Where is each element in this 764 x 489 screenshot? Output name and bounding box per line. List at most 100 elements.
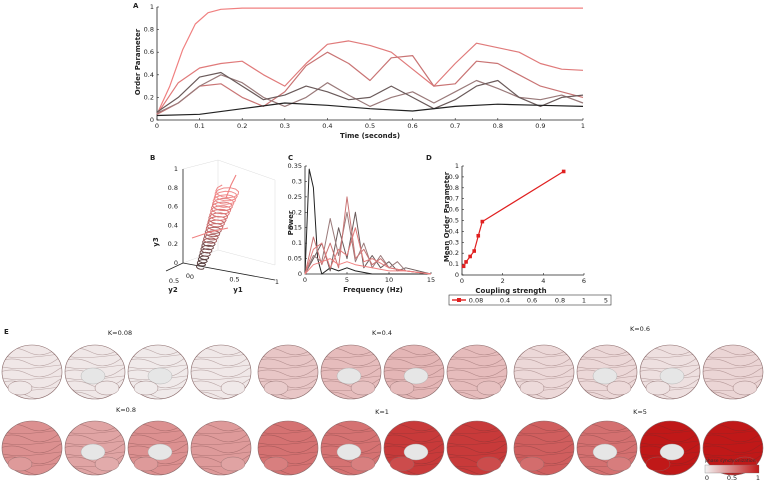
colorbar-tick: 1 <box>756 474 760 482</box>
sulcus-line <box>2 442 62 454</box>
temporal-lobe <box>220 380 246 396</box>
y1-axis <box>182 262 276 281</box>
panel-c: C 0 5 10 15 0 0.05 0.1 0.15 0.2 0.25 0.3 0.35 Frequ… <box>287 154 435 294</box>
axes-frame <box>461 166 584 276</box>
temporal-lobe <box>519 456 545 472</box>
medial-wall <box>336 443 362 461</box>
legend-item: 5 <box>604 297 608 305</box>
sulcus-line <box>577 375 637 381</box>
temporal-lobe <box>263 380 289 396</box>
temporal-lobe <box>94 456 120 472</box>
x-tick-label: 0.3 <box>280 122 290 130</box>
sulcus-line <box>191 375 251 381</box>
sulcus-line <box>258 355 318 367</box>
temporal-lobe <box>7 380 33 396</box>
y-tick-label: 0.1 <box>449 260 459 268</box>
sulcus-line <box>2 366 62 378</box>
temporal-lobe <box>645 380 671 396</box>
panel-d-plot: 0 2 4 6 0 0.1 0.2 0.3 0.4 0.5 0.6 0.7 0.8 0.9 1 <box>449 162 586 285</box>
sulcus-line <box>703 366 763 378</box>
sulcus-line <box>447 429 507 435</box>
sulcus-line <box>65 353 125 359</box>
colorbar-title: phase synchronization <box>705 458 756 464</box>
legend-item: 0.8 <box>555 297 565 305</box>
sulcus-line <box>191 355 251 367</box>
sulcus-line <box>321 355 381 367</box>
y-tick-label: 0.2 <box>292 208 302 216</box>
temporal-lobe <box>606 456 632 472</box>
y-tick-label: 0.3 <box>292 177 302 185</box>
sulcus-line <box>2 453 62 465</box>
panel-e: E K=0.08 K=0.4 K=0.6 K=0.8 K=1 K=5 phase sync… <box>1 325 764 482</box>
y-tick-label: 0.05 <box>288 255 302 263</box>
medial-wall <box>659 367 685 385</box>
sulcus-line <box>65 429 125 435</box>
sulcus-line <box>321 440 381 446</box>
temporal-lobe <box>389 380 415 396</box>
sulcus-line <box>191 431 251 443</box>
series-line <box>304 211 432 275</box>
medial-wall <box>403 443 429 461</box>
sulcus-line <box>65 440 125 446</box>
panel-d-xlabel: Coupling strength <box>475 287 546 295</box>
panel-a-letter: A <box>133 2 139 10</box>
y-tick-label: 0.6 <box>144 48 154 56</box>
sulcus-line <box>384 429 444 435</box>
sulcus-line <box>447 364 507 370</box>
sulcus-line <box>447 431 507 443</box>
k-label: K=1 <box>375 408 389 416</box>
medial-wall <box>592 443 618 461</box>
panel-b-zlabel: y2 <box>168 286 178 294</box>
panel-d-ylabel: Mean Order Parameter <box>443 171 451 262</box>
sulcus-line <box>65 355 125 367</box>
medial-wall <box>592 367 618 385</box>
sulcus-line <box>128 364 188 370</box>
x-tick-label: 0.9 <box>535 122 545 130</box>
series-line <box>304 258 432 275</box>
y2-tick-label: 0 <box>186 272 190 280</box>
y-tick-label: 0.4 <box>449 227 459 235</box>
sulcus-line <box>258 375 318 381</box>
y-tick-label: 0 <box>298 270 302 278</box>
sulcus-line <box>2 355 62 367</box>
sulcus-line <box>577 429 637 435</box>
y1-tick-label: 0.5 <box>229 276 239 284</box>
sulcus-line <box>65 364 125 370</box>
panel-a-xlabel: Time (seconds) <box>340 132 400 140</box>
panel-c-plot: 0 5 10 15 0 0.05 0.1 0.15 0.2 0.25 0.3 0.35 <box>288 162 436 284</box>
data-point <box>464 260 468 264</box>
sulcus-line <box>191 353 251 359</box>
series-line <box>156 102 584 117</box>
panel-e-brains: K=0.08 K=0.4 K=0.6 K=0.8 K=1 K=5 <box>1 325 764 476</box>
panel-c-letter: C <box>288 154 293 162</box>
series-line <box>463 170 565 267</box>
panel-d: D 0 2 4 6 0 0.1 0.2 0.3 0.4 0.5 0.6 0.7 0.8 0.9 1 Coup… <box>426 154 612 306</box>
y3-tick-label: 1 <box>174 165 178 173</box>
sulcus-line <box>577 451 637 457</box>
sulcus-line <box>258 366 318 378</box>
y-tick-label: 0.15 <box>288 224 302 232</box>
panel-b-xlabel: y1 <box>233 286 243 294</box>
x-tick-label: 4 <box>541 277 545 285</box>
sulcus-line <box>191 451 251 457</box>
temporal-lobe <box>94 380 120 396</box>
y1-tick-label: 0 <box>190 273 194 281</box>
sulcus-line <box>703 355 763 367</box>
sulcus-line <box>321 431 381 443</box>
series-line <box>304 227 432 275</box>
medial-wall <box>147 367 173 385</box>
x-tick-label: 0.7 <box>450 122 460 130</box>
sulcus-line <box>514 375 574 381</box>
sulcus-line <box>128 440 188 446</box>
temporal-lobe <box>389 456 415 472</box>
trajectory-line <box>202 226 222 244</box>
x-tick-label: 6 <box>582 277 586 285</box>
panel-e-letter: E <box>4 328 9 336</box>
y-tick-label: 0.2 <box>144 93 154 101</box>
data-point <box>468 254 472 259</box>
sulcus-line <box>640 364 700 370</box>
trajectory-line <box>225 174 237 199</box>
sulcus-line <box>2 440 62 446</box>
legend-item: 0.08 <box>469 297 483 305</box>
data-point <box>476 233 481 238</box>
